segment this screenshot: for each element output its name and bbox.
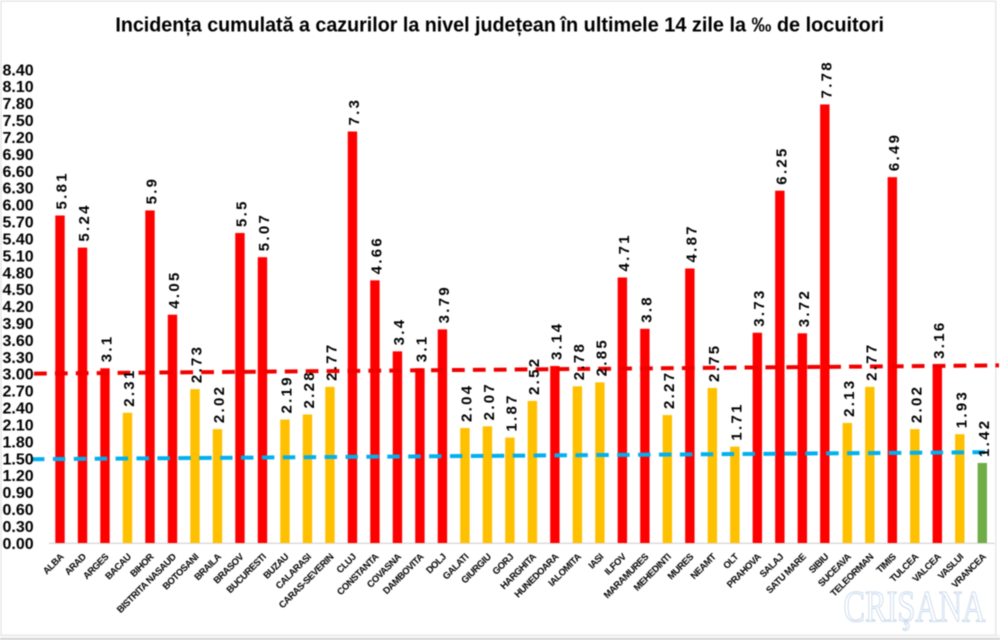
svg-text:3.1: 3.1 xyxy=(414,334,431,362)
svg-text:2.85: 2.85 xyxy=(594,338,611,376)
svg-text:3.16: 3.16 xyxy=(931,320,948,358)
svg-text:3.60: 3.60 xyxy=(3,333,34,350)
svg-text:Incidența cumulată a cazurilor: Incidența cumulată a cazurilor la nivel … xyxy=(115,14,556,37)
svg-text:1.80: 1.80 xyxy=(3,434,34,451)
svg-text:1.42: 1.42 xyxy=(976,419,993,457)
svg-text:5.24: 5.24 xyxy=(76,203,93,241)
svg-text:2.77: 2.77 xyxy=(863,342,880,380)
svg-text:2.10: 2.10 xyxy=(3,417,34,434)
svg-text:2.70: 2.70 xyxy=(3,384,34,401)
svg-text:5.5: 5.5 xyxy=(234,199,251,227)
svg-text:3.14: 3.14 xyxy=(549,322,566,360)
svg-text:0.00: 0.00 xyxy=(3,536,34,553)
svg-text:4.50: 4.50 xyxy=(3,282,34,299)
svg-text:2.75: 2.75 xyxy=(706,344,723,382)
svg-text:5.70: 5.70 xyxy=(3,215,34,232)
svg-text:2.52: 2.52 xyxy=(526,357,543,395)
svg-text:0.90: 0.90 xyxy=(3,485,34,502)
svg-text:4.20: 4.20 xyxy=(3,299,34,316)
svg-text:0.60: 0.60 xyxy=(3,502,34,519)
svg-text:4.80: 4.80 xyxy=(3,265,34,282)
svg-text:5.10: 5.10 xyxy=(3,248,34,265)
svg-text:2.19: 2.19 xyxy=(279,375,296,413)
svg-text:2.28: 2.28 xyxy=(301,370,318,408)
svg-text:0.30: 0.30 xyxy=(3,519,34,536)
svg-text:1.71: 1.71 xyxy=(729,402,746,440)
svg-text:7.3: 7.3 xyxy=(346,98,363,126)
svg-text:2.04: 2.04 xyxy=(459,384,476,422)
svg-text:6.49: 6.49 xyxy=(886,133,903,171)
svg-text:3.72: 3.72 xyxy=(796,289,813,327)
svg-text:4.66: 4.66 xyxy=(369,236,386,274)
svg-text:2.13: 2.13 xyxy=(841,379,858,417)
svg-text:6.30: 6.30 xyxy=(3,181,34,198)
svg-text:3.1: 3.1 xyxy=(99,334,116,362)
svg-text:8.40: 8.40 xyxy=(3,62,34,79)
svg-text:7.80: 7.80 xyxy=(3,96,34,113)
svg-text:2.73: 2.73 xyxy=(189,345,206,383)
svg-text:2.77: 2.77 xyxy=(324,342,341,380)
svg-text:4.71: 4.71 xyxy=(616,233,633,271)
svg-text:2.40: 2.40 xyxy=(3,401,34,418)
svg-text:5.9: 5.9 xyxy=(144,177,161,205)
svg-text:8.10: 8.10 xyxy=(3,79,34,96)
svg-text:6.00: 6.00 xyxy=(3,198,34,215)
svg-text:2.27: 2.27 xyxy=(661,371,678,409)
svg-text:3.00: 3.00 xyxy=(3,367,34,384)
svg-text:5.81: 5.81 xyxy=(54,171,71,209)
svg-text:5.07: 5.07 xyxy=(256,213,273,251)
svg-text:2.78: 2.78 xyxy=(571,342,588,380)
svg-text:1.50: 1.50 xyxy=(3,451,34,468)
svg-text:3.79: 3.79 xyxy=(436,285,453,323)
svg-text:6.60: 6.60 xyxy=(3,164,34,181)
svg-text:2.02: 2.02 xyxy=(908,385,925,423)
svg-text:6.25: 6.25 xyxy=(774,146,791,184)
svg-text:7.78: 7.78 xyxy=(819,60,836,98)
svg-text:3.30: 3.30 xyxy=(3,350,34,367)
svg-text:2.31: 2.31 xyxy=(121,368,138,406)
svg-text:1.87: 1.87 xyxy=(504,393,521,431)
svg-text:1.20: 1.20 xyxy=(3,468,34,485)
svg-text:5.40: 5.40 xyxy=(3,231,34,248)
svg-text:CRIŞANA: CRIŞANA xyxy=(844,582,986,631)
svg-text:în ultimele 14 zile la ‰ de lo: în ultimele 14 zile la ‰ de locuitori xyxy=(560,14,884,37)
svg-text:4.05: 4.05 xyxy=(166,270,183,308)
svg-text:3.8: 3.8 xyxy=(639,295,656,323)
svg-text:3.4: 3.4 xyxy=(391,318,408,346)
svg-text:2.02: 2.02 xyxy=(211,385,228,423)
svg-text:6.90: 6.90 xyxy=(3,147,34,164)
svg-text:4.87: 4.87 xyxy=(684,224,701,262)
svg-text:3.90: 3.90 xyxy=(3,316,34,333)
svg-text:1.93: 1.93 xyxy=(953,390,970,428)
svg-text:3.73: 3.73 xyxy=(751,288,768,326)
svg-text:7.20: 7.20 xyxy=(3,130,34,147)
svg-text:7.50: 7.50 xyxy=(3,113,34,130)
svg-text:2.07: 2.07 xyxy=(481,382,498,420)
